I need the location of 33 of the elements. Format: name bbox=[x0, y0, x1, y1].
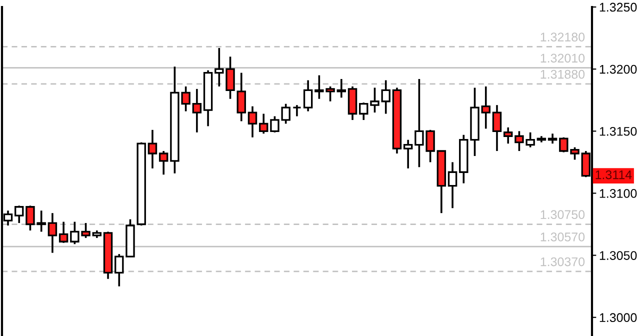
candlestick bbox=[403, 138, 413, 170]
candlestick bbox=[548, 132, 558, 144]
candlestick bbox=[492, 104, 502, 152]
candlestick bbox=[248, 105, 258, 138]
candlestick bbox=[58, 220, 68, 244]
y-tick-label: 1.3100 bbox=[600, 189, 637, 198]
candlestick bbox=[158, 150, 168, 176]
candlestick bbox=[336, 78, 346, 99]
y-tick-label: 1.3200 bbox=[600, 64, 637, 74]
y-tick-label: 1.3250 bbox=[600, 2, 637, 12]
ref-line-label: 1.32180 bbox=[540, 32, 585, 42]
y-tick-label: 1.3000 bbox=[600, 313, 637, 322]
candlestick bbox=[14, 204, 24, 224]
candlestick bbox=[114, 253, 124, 288]
candlestick bbox=[48, 212, 58, 254]
candlestick bbox=[258, 112, 268, 135]
ref-line-label: 1.30750 bbox=[540, 210, 585, 220]
candlestick bbox=[148, 129, 158, 170]
candlestick bbox=[292, 104, 302, 118]
candlestick bbox=[236, 72, 246, 122]
candlestick bbox=[481, 86, 490, 130]
candlestick bbox=[359, 102, 368, 121]
y-tick-label: 1.3050 bbox=[600, 251, 637, 260]
candlestick bbox=[303, 79, 313, 112]
candlestick bbox=[503, 126, 513, 144]
candlestick bbox=[448, 161, 458, 210]
text: 1.3114 bbox=[596, 170, 632, 180]
ref-line-label: 1.30570 bbox=[540, 232, 585, 242]
y-tick-label: 1.3150 bbox=[600, 126, 637, 136]
candlestick bbox=[192, 88, 202, 134]
ref-line-label: 1.30370 bbox=[540, 257, 585, 266]
ref-line-label: 1.31880 bbox=[540, 70, 585, 79]
ref-line-label: 1.32010 bbox=[540, 54, 585, 63]
